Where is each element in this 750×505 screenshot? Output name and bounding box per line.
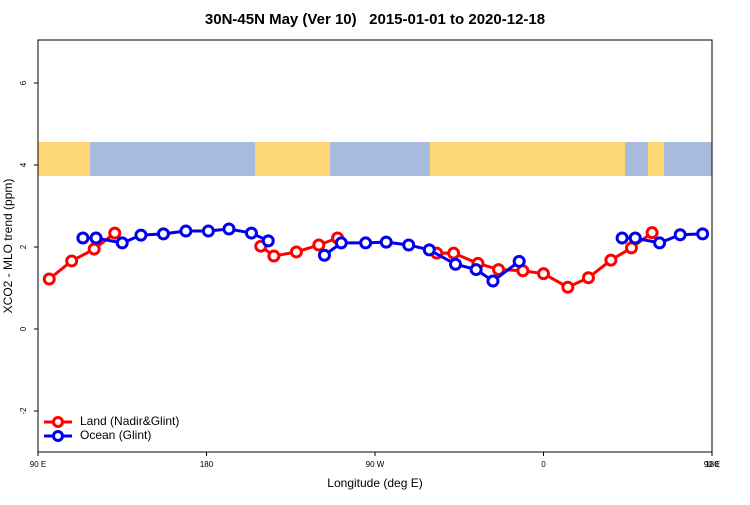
data-point — [696, 227, 710, 241]
data-point — [115, 236, 129, 250]
data-point — [334, 236, 348, 250]
map-band — [38, 142, 712, 176]
data-point — [317, 248, 331, 262]
data-point — [42, 272, 56, 286]
data-point — [87, 242, 101, 256]
data-point — [156, 227, 170, 241]
legend-marker — [52, 416, 64, 428]
data-point — [628, 231, 642, 245]
y-tick-label: -2 — [19, 407, 28, 415]
chart-title: 30N-45N May (Ver 10) 2015-01-01 to 2020-… — [205, 11, 545, 28]
data-point — [653, 236, 667, 250]
y-axis-label: XCO2 - MLO trend (ppm) — [1, 179, 15, 314]
data-point — [486, 274, 500, 288]
data-point — [615, 231, 629, 245]
data-point — [179, 224, 193, 238]
data-point — [134, 228, 148, 242]
data-point — [604, 253, 618, 267]
plot-frame — [37, 39, 713, 453]
x-tick-label: 180 — [200, 460, 214, 469]
x-tick-label: 0 — [541, 460, 546, 469]
data-point — [492, 263, 506, 277]
land-area — [38, 142, 90, 176]
data-point — [261, 234, 275, 248]
data-point — [76, 231, 90, 245]
data-point — [244, 226, 258, 240]
data-point — [673, 228, 687, 242]
data-point — [469, 263, 483, 277]
data-point — [359, 236, 373, 250]
x-tick-label: 180 — [705, 460, 719, 469]
y-tick-label: 2 — [19, 244, 28, 249]
legend-label: Ocean (Glint) — [80, 428, 151, 442]
data-point — [537, 267, 550, 281]
data-point — [512, 254, 526, 268]
land-area — [648, 142, 664, 176]
data-point — [108, 226, 122, 240]
data-point — [561, 280, 575, 294]
legend-marker — [52, 430, 64, 442]
data-point — [449, 257, 463, 271]
x-tick-label: 90 E — [30, 460, 46, 469]
y-tick-label: 4 — [19, 162, 28, 167]
y-tick-label: 0 — [19, 326, 28, 331]
data-point — [222, 222, 236, 236]
data-point — [267, 249, 281, 263]
data-point — [379, 235, 393, 249]
x-tick-label: 90 W — [366, 460, 385, 469]
data-point — [289, 245, 303, 259]
land-area — [255, 142, 330, 176]
data-point — [581, 271, 595, 285]
x-tick-label: 90 E — [704, 460, 720, 469]
legend-label: Land (Nadir&Glint) — [80, 414, 179, 428]
data-point — [422, 243, 436, 257]
land-area — [430, 142, 625, 176]
data-point — [201, 224, 215, 238]
data-point — [447, 246, 461, 260]
y-tick-label: 6 — [19, 80, 28, 85]
x-axis-label: Longitude (deg E) — [327, 476, 422, 490]
data-point — [312, 238, 326, 252]
data-point — [402, 238, 416, 252]
data-point — [645, 226, 659, 240]
data-point — [89, 231, 103, 245]
data-point — [65, 254, 79, 268]
